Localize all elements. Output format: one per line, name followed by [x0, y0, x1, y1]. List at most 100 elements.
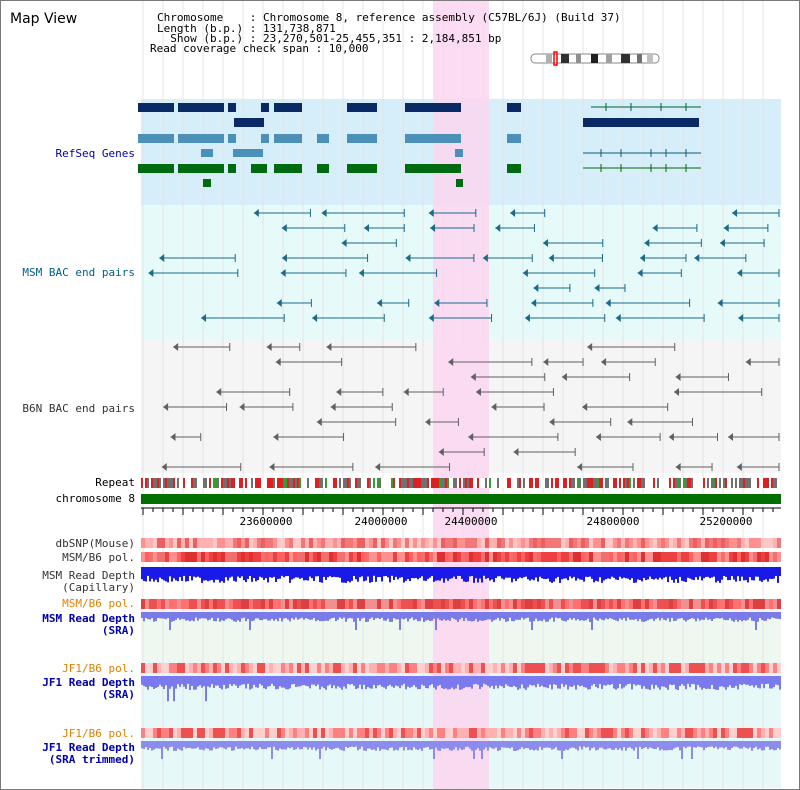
- jf1-pol-cell: [201, 663, 205, 673]
- jf1-pol2-cell: [165, 728, 169, 738]
- dbsnp-track-label[interactable]: dbSNP(Mouse): [55, 537, 135, 550]
- msm-pol-cell: [401, 552, 405, 562]
- msm-sra-depth-bar: [467, 612, 469, 621]
- msm-capillary-depth-bar: [169, 567, 171, 577]
- msm-pol2-cell: [401, 599, 405, 609]
- jf1-sra-depth-bar: [389, 676, 391, 685]
- repeat-block: [153, 478, 155, 488]
- jf1-pol-cell: [569, 663, 573, 673]
- msm-sra-depth-bar: [511, 612, 513, 622]
- msm-pol2-cell: [709, 599, 713, 609]
- jf1-b6-pol-2-label[interactable]: JF1/B6 pol.: [62, 727, 135, 740]
- msm-b6-pol-2-label[interactable]: MSM/B6 pol.: [62, 597, 135, 610]
- msm-pol2-cell: [153, 599, 157, 609]
- chromosome-track-label[interactable]: chromosome 8: [55, 492, 135, 505]
- repeat-block: [761, 478, 763, 488]
- msm-pol-cell: [161, 552, 165, 562]
- msm-depth-sra-label[interactable]: MSM Read Depth: [42, 612, 135, 625]
- msm-sra-depth-bar: [213, 612, 215, 622]
- jf1-trimmed-depth-bar: [649, 741, 651, 748]
- repeat-block: [455, 478, 457, 488]
- msm-pol-cell: [717, 552, 721, 562]
- dbsnp-cell: [349, 538, 353, 548]
- msm-capillary-depth-bar: [499, 567, 501, 577]
- jf1-depth-trimmed-label[interactable]: JF1 Read Depth: [42, 741, 135, 754]
- selection-highlight[interactable]: [433, 1, 489, 789]
- msm-sra-depth-bar: [347, 612, 349, 619]
- msm-capillary-depth-bar: [207, 567, 209, 582]
- jf1-trimmed-depth-bar: [151, 741, 153, 751]
- jf1-pol2-cell: [565, 728, 569, 738]
- msm-pol-cell: [181, 552, 185, 562]
- msm-pol2-cell: [757, 599, 761, 609]
- msm-sra-depth-bar: [569, 612, 571, 619]
- msm-bac-end-pairs-track[interactable]: [148, 209, 780, 322]
- msm-capillary-depth-bar: [555, 567, 557, 579]
- msm-pol2-cell: [637, 599, 641, 609]
- msm-pol2-cell: [281, 599, 285, 609]
- jf1-pol-cell: [665, 663, 669, 673]
- jf1-sra-depth-bar: [183, 676, 185, 687]
- jf1-pol2-cell: [569, 728, 573, 738]
- chromosome-ideogram[interactable]: [530, 51, 660, 66]
- jf1-pol2-cell: [433, 728, 437, 738]
- dbsnp-cell: [457, 538, 461, 548]
- msm-sra-depth-bar: [677, 612, 679, 619]
- jf1-depth-sra-label[interactable]: JF1 Read Depth: [42, 676, 135, 689]
- msm-capillary-depth-bar: [581, 567, 583, 580]
- msm-b6-pol-label[interactable]: MSM/B6 pol.: [62, 551, 135, 564]
- msm-pol2-cell: [713, 599, 717, 609]
- repeat-block: [681, 478, 683, 488]
- repeat-block: [773, 478, 775, 488]
- jf1-pol-cell: [261, 663, 265, 673]
- msm-capillary-depth-bar: [273, 567, 275, 577]
- dbsnp-cell: [729, 538, 733, 548]
- repeat-block: [753, 478, 755, 488]
- jf1-trimmed-depth-bar: [483, 741, 485, 750]
- msm-bac-track-label[interactable]: MSM BAC end pairs: [22, 266, 135, 279]
- jf1-sra-depth-bar: [169, 676, 171, 689]
- msm-depth-capillary-label[interactable]: MSM Read Depth: [42, 569, 135, 582]
- jf1-pol-cell: [161, 663, 165, 673]
- msm-pol2-cell: [717, 599, 721, 609]
- repeat-block: [643, 478, 645, 488]
- msm-pol2-cell: [237, 599, 241, 609]
- jf1-pol-cell: [149, 663, 153, 673]
- msm-pol-cell: [185, 552, 189, 562]
- jf1-trimmed-depth-bar: [457, 741, 459, 751]
- msm-pol2-cell: [561, 599, 565, 609]
- msm-pol-cell: [237, 552, 241, 562]
- b6n-bac-track-label[interactable]: B6N BAC end pairs: [22, 402, 135, 415]
- jf1-sra-depth-bar: [727, 676, 729, 688]
- repeat-block: [685, 478, 687, 488]
- refseq-track-label[interactable]: RefSeq Genes: [55, 147, 135, 160]
- refseq-genes-track[interactable]: [138, 103, 701, 187]
- jf1-b6-pol-label[interactable]: JF1/B6 pol.: [62, 662, 135, 675]
- chromosome-bar[interactable]: [141, 494, 781, 504]
- jf1-pol2-cell: [333, 728, 337, 738]
- msm-sra-depth-bar: [491, 612, 493, 622]
- msm-sra-depth-bar: [679, 612, 681, 619]
- msm-capillary-depth-bar: [445, 567, 447, 579]
- jf1-trimmed-depth-bar: [409, 741, 411, 750]
- repeat-block: [667, 478, 669, 488]
- msm-capillary-depth-bar: [509, 567, 511, 578]
- msm-capillary-depth-bar: [209, 567, 211, 581]
- jf1-sra-depth-bar: [307, 676, 309, 687]
- msm-sra-depth-bar: [761, 612, 763, 620]
- jf1-sra-depth-bar: [641, 676, 643, 689]
- jf1-sra-depth-bar: [223, 676, 225, 685]
- jf1-trimmed-depth-bar: [757, 741, 759, 750]
- repeat-track-label[interactable]: Repeat: [95, 476, 135, 489]
- repeat-track[interactable]: [141, 478, 781, 488]
- msm-sra-depth-bar: [565, 612, 567, 622]
- b6n-bac-end-pairs-track[interactable]: [161, 343, 780, 471]
- jf1-trimmed-depth-bar: [277, 741, 279, 751]
- jf1-trimmed-depth-bar: [293, 741, 295, 750]
- dbsnp-cell: [185, 538, 189, 548]
- jf1-trimmed-depth-bar: [709, 741, 711, 747]
- jf1-sra-depth-bar: [171, 676, 173, 687]
- jf1-sra-depth-bar: [249, 676, 251, 690]
- coverage-tracks[interactable]: [141, 538, 781, 759]
